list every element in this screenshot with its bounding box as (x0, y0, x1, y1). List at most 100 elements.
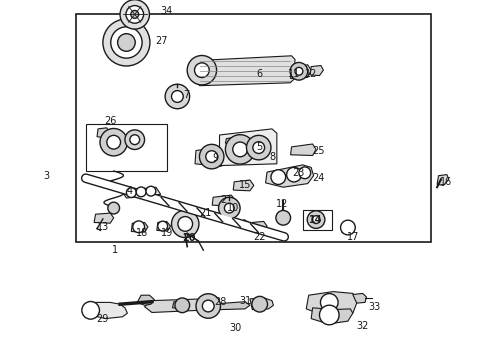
Circle shape (178, 217, 193, 231)
Text: 15: 15 (239, 180, 251, 190)
Circle shape (307, 211, 325, 229)
Text: 19: 19 (161, 228, 173, 238)
Circle shape (103, 19, 150, 66)
Circle shape (196, 294, 220, 318)
Circle shape (100, 129, 127, 156)
Polygon shape (437, 175, 449, 185)
Polygon shape (172, 301, 189, 309)
Circle shape (295, 67, 303, 75)
Polygon shape (311, 308, 353, 324)
Text: 14: 14 (309, 215, 323, 225)
Circle shape (276, 211, 291, 225)
Text: 34: 34 (161, 6, 173, 16)
Bar (86, 124, 167, 171)
Text: 17: 17 (346, 232, 359, 242)
Circle shape (253, 142, 265, 153)
Polygon shape (251, 221, 267, 232)
Polygon shape (291, 65, 311, 78)
Circle shape (290, 63, 308, 80)
Circle shape (299, 167, 311, 179)
Text: 25: 25 (312, 146, 325, 156)
Polygon shape (291, 144, 316, 156)
Polygon shape (196, 56, 295, 86)
Circle shape (224, 203, 234, 213)
Text: 3: 3 (44, 171, 49, 181)
Text: 13: 13 (97, 222, 109, 232)
Polygon shape (212, 195, 235, 206)
Circle shape (195, 63, 209, 77)
Circle shape (126, 188, 136, 198)
Circle shape (118, 34, 135, 51)
Text: 21: 21 (199, 208, 212, 219)
Circle shape (82, 302, 99, 319)
Circle shape (252, 296, 268, 312)
Polygon shape (225, 138, 234, 144)
Circle shape (172, 210, 199, 238)
Polygon shape (137, 295, 154, 305)
Circle shape (133, 221, 145, 233)
Circle shape (136, 187, 146, 197)
Circle shape (111, 27, 142, 58)
Text: 1: 1 (112, 245, 118, 255)
Text: 12: 12 (275, 199, 288, 210)
Polygon shape (266, 165, 314, 187)
Text: 33: 33 (369, 302, 381, 312)
Polygon shape (83, 302, 127, 319)
Polygon shape (250, 298, 273, 310)
Text: 26: 26 (104, 116, 117, 126)
Text: 32: 32 (356, 321, 369, 331)
Circle shape (341, 220, 355, 235)
Circle shape (165, 84, 190, 109)
Text: 8: 8 (269, 152, 275, 162)
Text: 4: 4 (127, 186, 133, 196)
Polygon shape (310, 66, 323, 76)
Polygon shape (145, 299, 216, 312)
Text: 5: 5 (257, 142, 263, 152)
Bar (76, 14, 431, 242)
Circle shape (107, 135, 121, 149)
Circle shape (175, 298, 190, 312)
Circle shape (131, 10, 139, 18)
Text: 20: 20 (182, 233, 196, 243)
Circle shape (120, 0, 149, 29)
Circle shape (125, 130, 145, 149)
Circle shape (287, 167, 301, 182)
Polygon shape (306, 292, 358, 316)
Text: 12: 12 (305, 69, 318, 79)
Text: 11: 11 (288, 69, 300, 79)
Polygon shape (233, 180, 254, 191)
Circle shape (108, 202, 120, 214)
Text: 2: 2 (220, 195, 226, 205)
Text: 24: 24 (312, 173, 325, 183)
Polygon shape (220, 129, 277, 166)
Circle shape (233, 142, 247, 157)
Text: 31: 31 (239, 296, 251, 306)
Text: 16: 16 (440, 177, 452, 187)
Text: 7: 7 (183, 90, 189, 100)
Circle shape (246, 135, 271, 160)
Circle shape (319, 305, 339, 325)
Circle shape (219, 197, 240, 219)
Text: 22: 22 (253, 232, 266, 242)
Polygon shape (122, 187, 161, 198)
Text: 30: 30 (229, 323, 242, 333)
Text: 23: 23 (293, 168, 305, 178)
Polygon shape (218, 302, 250, 310)
Polygon shape (195, 147, 230, 166)
Polygon shape (97, 128, 109, 138)
Polygon shape (94, 213, 114, 223)
Text: 6: 6 (257, 69, 263, 79)
Circle shape (130, 135, 140, 145)
Circle shape (126, 6, 144, 23)
Circle shape (158, 221, 168, 231)
Text: 28: 28 (214, 297, 227, 307)
Text: 29: 29 (97, 314, 109, 324)
Text: 9: 9 (213, 153, 219, 163)
Text: 27: 27 (155, 36, 168, 46)
Text: 18: 18 (136, 228, 148, 238)
Polygon shape (131, 222, 148, 232)
Polygon shape (353, 293, 367, 303)
Circle shape (199, 144, 224, 169)
Bar (303, 210, 332, 230)
Circle shape (146, 186, 156, 196)
